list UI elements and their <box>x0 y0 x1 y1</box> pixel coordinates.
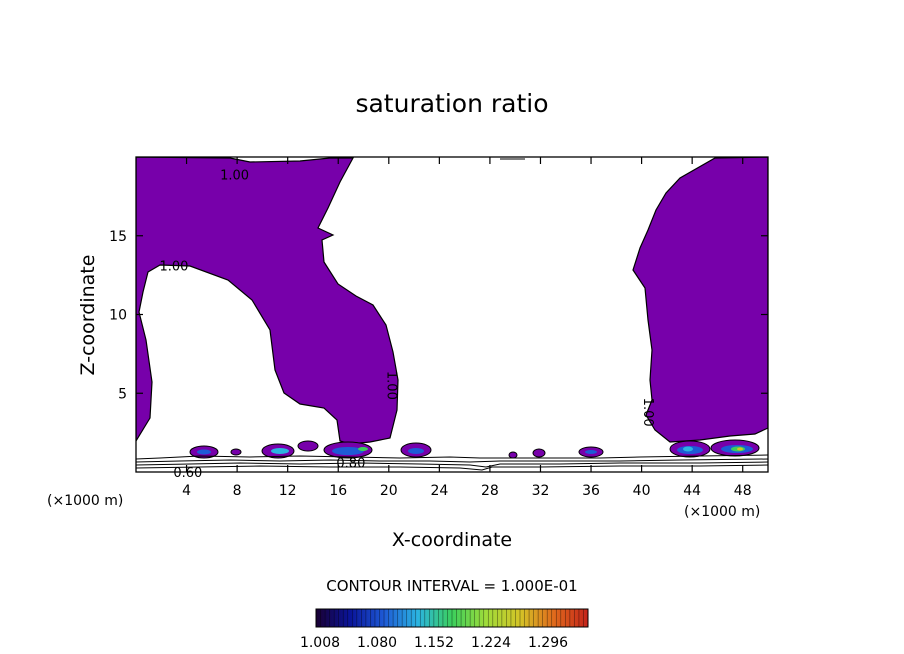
contour-label: 1.00 <box>640 398 655 427</box>
x-unit-left: (×1000 m) <box>47 493 123 509</box>
cell <box>578 446 604 458</box>
contour-label: 1.00 <box>159 260 188 275</box>
cell <box>230 448 242 456</box>
cell <box>400 442 432 458</box>
x-unit-right: (×1000 m) <box>684 504 760 520</box>
colorbar-label: 1.008 <box>300 635 340 651</box>
x-tick-label: 28 <box>481 483 499 499</box>
x-tick-label: 36 <box>582 483 600 499</box>
colorbar-labels: 1.008 1.080 1.152 1.224 1.296 <box>300 635 568 651</box>
y-axis-ticks: 5 10 15 <box>109 229 768 402</box>
x-axis-ticks: 4 8 12 16 20 24 28 32 36 40 44 48 <box>182 157 752 499</box>
x-tick-label: 32 <box>532 483 550 499</box>
colorbar-label: 1.296 <box>528 635 568 651</box>
x-tick-label: 16 <box>329 483 347 499</box>
contour-label: 0.80 <box>336 457 365 472</box>
contour-line <box>136 464 768 471</box>
contour-fill <box>136 157 768 445</box>
y-axis-label: Z-coordinate <box>77 255 99 376</box>
x-tick-label: 44 <box>683 483 701 499</box>
surface-contour-lines <box>136 158 768 471</box>
colorbar-label: 1.224 <box>471 635 511 651</box>
contour-labels: 1.00 1.00 1.00 1.00 0.80 0.60 <box>159 168 655 481</box>
y-tick-label: 5 <box>118 386 127 402</box>
contour-line <box>136 458 768 463</box>
cell <box>710 439 760 457</box>
x-tick-label: 40 <box>633 483 651 499</box>
contour-label: 1.00 <box>220 168 249 183</box>
cell <box>323 441 373 459</box>
cell <box>297 440 319 452</box>
cell <box>532 448 546 458</box>
contour-line <box>136 461 768 468</box>
cell <box>261 443 295 459</box>
contour-label: 0.60 <box>173 466 202 481</box>
x-tick-label: 48 <box>734 483 752 499</box>
chart-title: saturation ratio <box>355 89 548 118</box>
x-tick-label: 20 <box>380 483 398 499</box>
contour-interval-text: CONTOUR INTERVAL = 1.000E-01 <box>326 577 577 595</box>
y-tick-label: 15 <box>109 229 127 245</box>
colorbar-label: 1.152 <box>414 635 454 651</box>
cell <box>669 440 711 458</box>
filled-region-left <box>136 157 399 445</box>
low-level-cells <box>189 439 760 459</box>
contour-line <box>136 454 768 460</box>
filled-region-right <box>632 157 768 443</box>
colorbar-label: 1.080 <box>357 635 397 651</box>
cell <box>189 445 219 459</box>
y-tick-label: 10 <box>109 308 127 324</box>
x-tick-label: 12 <box>279 483 297 499</box>
x-axis-label: X-coordinate <box>392 529 512 551</box>
contour-label: 1.00 <box>384 371 399 400</box>
x-tick-label: 24 <box>430 483 448 499</box>
cell <box>508 451 518 459</box>
x-tick-label: 4 <box>182 483 191 499</box>
x-tick-label: 8 <box>233 483 242 499</box>
colorbar <box>315 608 589 628</box>
